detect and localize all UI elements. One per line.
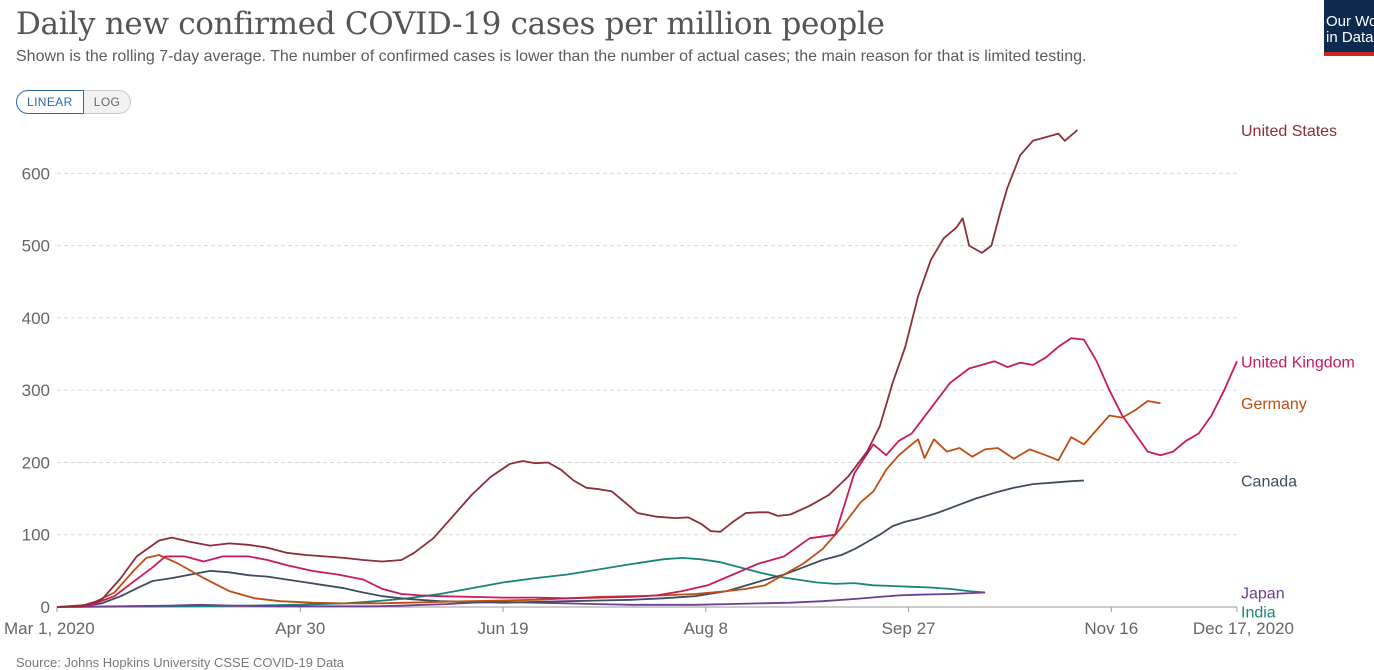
logo-line-1: Our World	[1326, 13, 1374, 30]
x-tick-label: Sep 27	[882, 619, 936, 638]
x-tick-label: Apr 30	[275, 619, 325, 638]
x-tick-label: Dec 17, 2020	[1193, 619, 1294, 638]
scale-toggle: LINEAR LOG	[16, 90, 132, 114]
chart-subtitle: Shown is the rolling 7-day average. The …	[16, 48, 1087, 65]
linear-scale-button[interactable]: LINEAR	[16, 90, 84, 114]
x-axis: Mar 1, 2020 Apr 30 Jun 19 Aug 8 Sep 27 Nov 16…	[4, 606, 1294, 638]
chart-series	[56, 129, 1238, 608]
series-labels: United States United Kingdom Germany Canada…	[1241, 123, 1355, 622]
x-tick-label: Jun 19	[478, 619, 529, 638]
x-tick-label: Aug 8	[684, 619, 728, 638]
series-line-united-kingdom[interactable]	[56, 337, 1238, 608]
series-label-canada[interactable]: Canada	[1241, 474, 1297, 491]
series-label-india[interactable]: India	[1241, 605, 1276, 622]
owid-logo[interactable]: Our World in Data	[1324, 0, 1374, 56]
y-axis: 0 100 200 300 400 500 600	[22, 164, 50, 617]
y-tick-label: 400	[22, 309, 50, 328]
y-tick-label: 0	[41, 598, 50, 617]
x-tick-label: Mar 1, 2020	[4, 619, 95, 638]
log-scale-button[interactable]: LOG	[83, 90, 132, 114]
chart-grid	[57, 172, 1237, 536]
series-label-germany[interactable]: Germany	[1241, 396, 1307, 413]
source-note: Source: Johns Hopkins University CSSE CO…	[16, 655, 345, 670]
x-tick-label: Nov 16	[1084, 619, 1138, 638]
series-line-india[interactable]	[56, 557, 986, 608]
logo-accent-bar	[1324, 52, 1374, 56]
series-label-japan[interactable]: Japan	[1241, 586, 1285, 603]
series-line-japan[interactable]	[56, 591, 986, 608]
series-label-united-states[interactable]: United States	[1241, 123, 1337, 140]
y-tick-label: 500	[22, 237, 50, 256]
chart-title: Daily new confirmed COVID-19 cases per m…	[16, 6, 885, 42]
logo-line-2: in Data	[1326, 29, 1374, 46]
y-tick-label: 100	[22, 526, 50, 545]
series-line-germany[interactable]	[56, 400, 1161, 608]
series-line-canada[interactable]	[56, 479, 1084, 608]
y-tick-label: 200	[22, 453, 50, 472]
series-line-united-states[interactable]	[56, 129, 1079, 608]
y-tick-label: 600	[22, 164, 50, 183]
series-label-united-kingdom[interactable]: United Kingdom	[1241, 354, 1355, 371]
y-tick-label: 300	[22, 381, 50, 400]
